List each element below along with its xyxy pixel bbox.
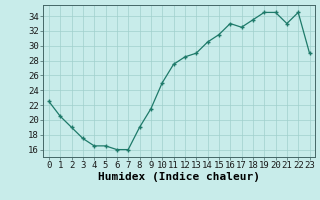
X-axis label: Humidex (Indice chaleur): Humidex (Indice chaleur) xyxy=(98,172,260,182)
